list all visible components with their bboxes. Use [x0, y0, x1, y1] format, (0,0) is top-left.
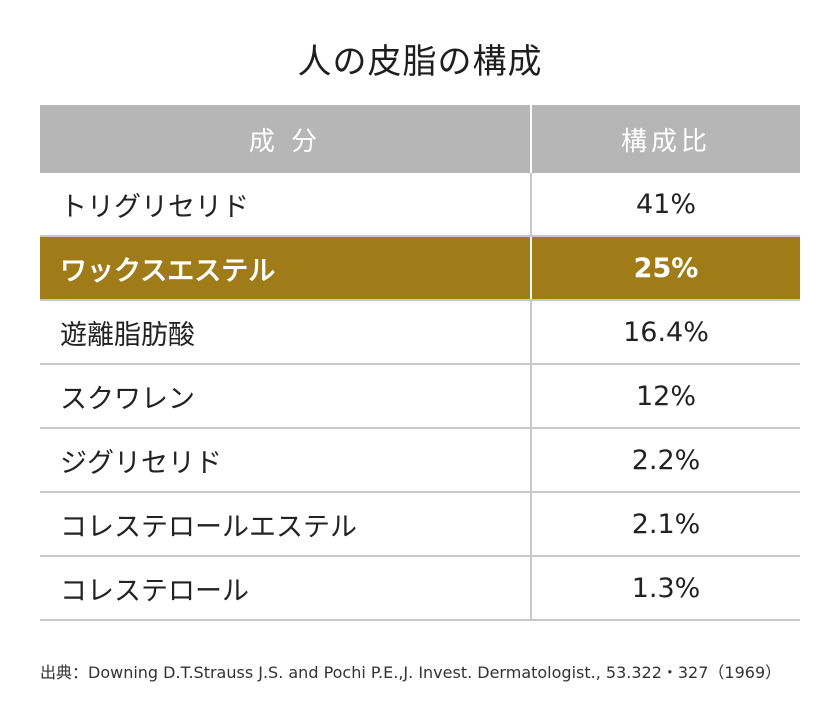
component-name-cell: スクワレン: [40, 365, 532, 427]
table-header-row: 成 分 構成比: [40, 105, 800, 173]
ratio-value-cell: 16.4%: [623, 316, 709, 348]
component-name-cell: コレステロールエステル: [40, 493, 532, 555]
ratio-value-cell: 1.3%: [631, 572, 701, 604]
table-row: コレステロール 1.3%: [40, 557, 800, 621]
table-row: スクワレン 12%: [40, 365, 800, 429]
component-name-cell: ジグリセリド: [40, 429, 532, 491]
table-body: トリグリセリド 41% ワックスエステル 25% 遊離脂肪酸 16.4% スクワレン 12% ジ…: [40, 173, 800, 621]
ratio-value-cell: 25%: [633, 252, 699, 284]
table-row: 遊離脂肪酸 16.4%: [40, 301, 800, 365]
sebum-composition-table: 成 分 構成比 トリグリセリド 41% ワックスエステル 25% 遊離脂肪酸 16.4% ス…: [40, 105, 800, 621]
ratio-value-cell: 12%: [635, 380, 696, 412]
table-row-highlighted: ワックスエステル 25%: [40, 237, 800, 301]
table-row: コレステロールエステル 2.1%: [40, 493, 800, 557]
ratio-value-cell: 41%: [635, 188, 696, 220]
ratio-value-cell: 2.2%: [631, 444, 701, 476]
ratio-value-cell: 2.1%: [631, 508, 701, 540]
table-row: ジグリセリド 2.2%: [40, 429, 800, 493]
component-name-cell: ワックスエステル: [40, 237, 532, 299]
chart-title: 人の皮脂の構成: [297, 42, 543, 82]
source-citation: 出典：Downing D.T.Strauss J.S. and Pochi P.…: [40, 663, 782, 682]
column-header-ratio: 構成比: [620, 126, 711, 157]
component-name-cell: 遊離脂肪酸: [40, 301, 532, 363]
table-row: トリグリセリド 41%: [40, 173, 800, 237]
component-name-cell: コレステロール: [40, 557, 532, 619]
component-name-cell: トリグリセリド: [40, 173, 532, 235]
column-header-component: 成 分: [40, 105, 532, 173]
